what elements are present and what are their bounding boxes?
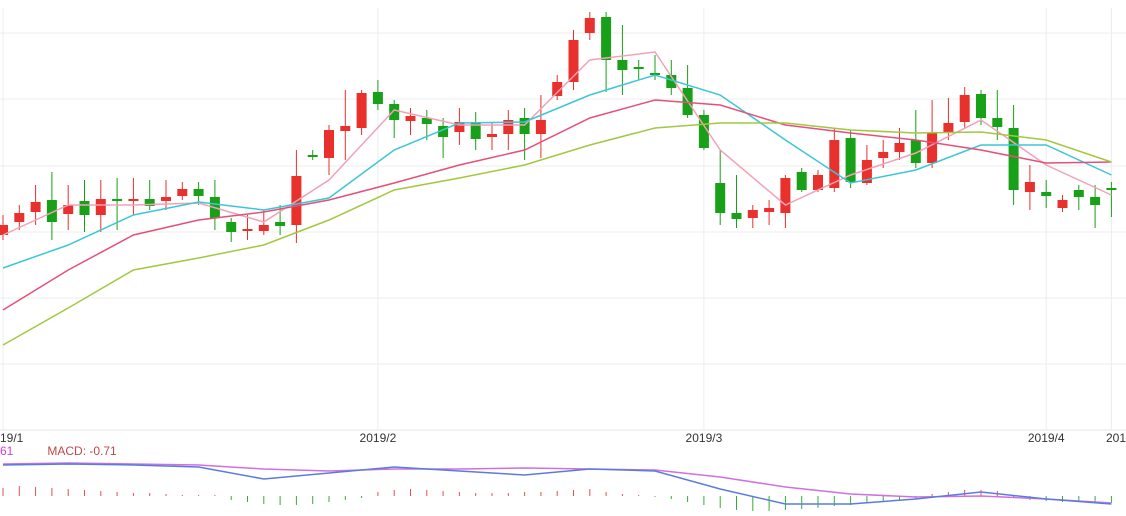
candle-body (46, 200, 57, 222)
line (2, 122, 1112, 346)
candle-body (112, 199, 123, 201)
candle-body (356, 93, 367, 128)
candle-body (552, 82, 563, 96)
candle-body (14, 213, 25, 222)
line (2, 99, 1112, 311)
candle-body (633, 67, 644, 69)
candle-body (421, 118, 432, 124)
candle-body (324, 130, 334, 158)
candle-body (535, 120, 546, 134)
candle-body (927, 133, 938, 163)
candle-body (177, 189, 188, 196)
candle-body (1057, 200, 1068, 208)
candle-body (242, 229, 253, 231)
candle-body (1024, 182, 1035, 192)
candle-body (1008, 128, 1019, 190)
candle-body (829, 140, 840, 188)
candle-body (878, 152, 889, 158)
candle-body (715, 183, 726, 213)
candle-body (128, 199, 139, 201)
candle-body (372, 92, 383, 104)
candle-body (0, 225, 8, 235)
candle-body (959, 95, 970, 122)
candle-body (63, 205, 74, 214)
candle-body (470, 122, 481, 139)
candle-body (161, 197, 171, 201)
x-tick-label: 2019/4 (1028, 431, 1065, 445)
candle-body (747, 210, 758, 218)
candle-body (1106, 188, 1117, 190)
candle-body (405, 116, 416, 121)
candle-body (503, 120, 514, 134)
candle-body (519, 118, 530, 134)
candle-body (487, 134, 497, 137)
candle-body (617, 60, 628, 70)
candle-body (650, 73, 660, 75)
indicator-label: 61 (0, 444, 14, 458)
candle-body (976, 94, 986, 118)
candle-body (30, 202, 41, 212)
indicator-label: MACD: -0.71 (47, 444, 117, 458)
line (2, 463, 1112, 505)
candle-body (340, 126, 351, 131)
candle-body (258, 225, 269, 231)
candle-body (780, 178, 791, 213)
candle-body (845, 138, 856, 182)
line (2, 74, 1112, 269)
line (2, 51, 1112, 236)
candle-body (666, 75, 677, 88)
candle-body (454, 122, 465, 132)
candle-body (764, 208, 775, 212)
candle-body (601, 17, 612, 60)
candle-body (1073, 190, 1084, 197)
candle-body (79, 201, 90, 215)
line (2, 462, 1112, 504)
candle-body (731, 213, 742, 219)
candle-body (389, 104, 400, 120)
candle-body (813, 175, 823, 190)
candle-body (796, 172, 807, 190)
candle-body (307, 155, 318, 157)
candle-body (568, 40, 579, 82)
candle-body (95, 199, 106, 215)
candle-body (910, 140, 921, 163)
candle-body (144, 199, 155, 206)
candle-body (943, 123, 954, 133)
candle-body (193, 189, 204, 196)
candle-body (1090, 197, 1101, 205)
x-tick-label: 2019/3 (686, 431, 723, 445)
candle-body (438, 126, 449, 137)
x-tick-label: 201 (1106, 431, 1126, 445)
candle-body (275, 222, 286, 226)
candle-body (226, 222, 237, 232)
candle-body (861, 160, 872, 183)
x-tick-label: 19/1 (0, 431, 24, 445)
candle-body (894, 143, 905, 152)
candle-body (992, 118, 1003, 127)
candle-body (1041, 192, 1052, 196)
candle-body (698, 115, 709, 148)
candle-body (584, 18, 595, 33)
x-tick-label: 2019/2 (360, 431, 397, 445)
